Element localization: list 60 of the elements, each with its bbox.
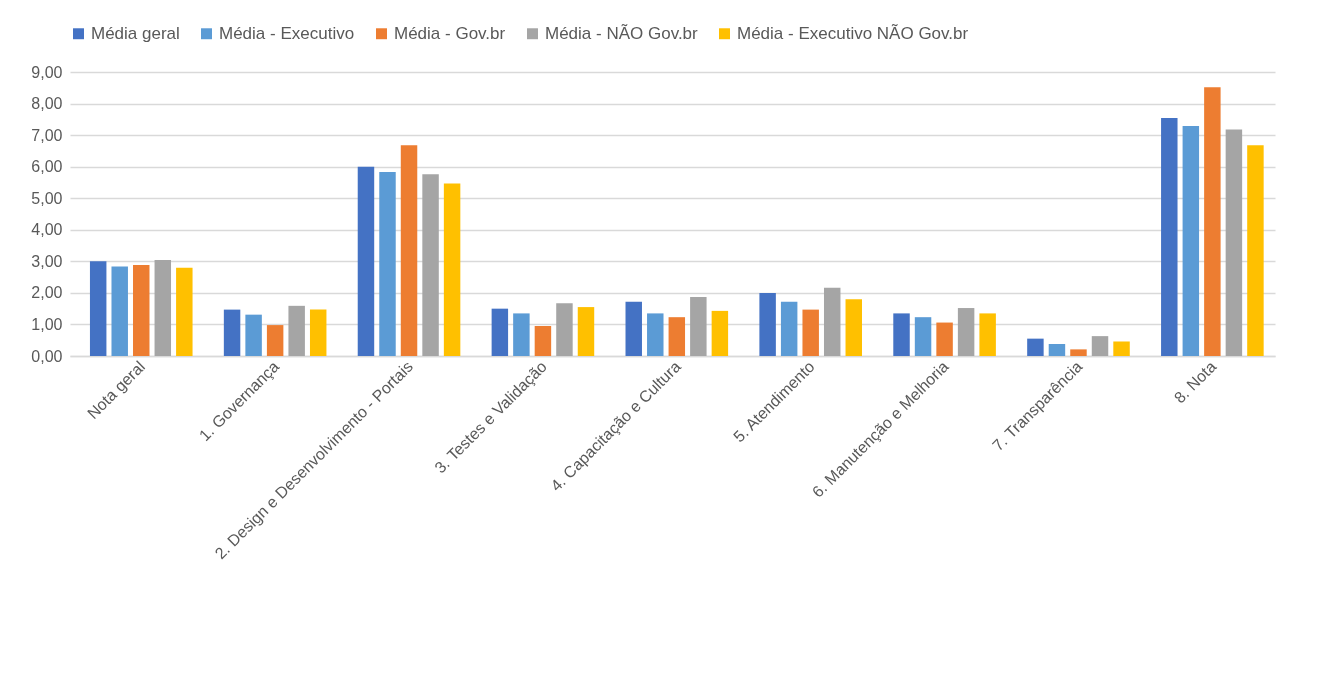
y-tick-label: 6,00 — [31, 158, 63, 176]
bar — [625, 301, 642, 356]
bar — [154, 260, 172, 356]
bar — [379, 172, 396, 356]
bar — [176, 267, 193, 356]
bar — [443, 183, 461, 356]
y-tick-label: 3,00 — [31, 252, 63, 270]
bar — [936, 322, 953, 356]
y-tick-label: 2,00 — [31, 284, 63, 302]
bar — [780, 301, 798, 356]
y-tick-label: 0,00 — [31, 347, 63, 365]
bar — [1225, 129, 1243, 356]
bar — [1070, 349, 1087, 356]
bar — [422, 174, 439, 356]
bar — [223, 309, 241, 356]
bar — [979, 313, 996, 356]
bar — [1091, 336, 1109, 356]
bar — [577, 307, 595, 356]
y-tick-label: 5,00 — [31, 189, 63, 207]
bar — [400, 145, 418, 356]
legend-label: Média - NÃO Gov.br — [545, 23, 699, 43]
bar — [845, 299, 862, 356]
bar — [1113, 341, 1130, 356]
legend-label: Média geral — [91, 23, 180, 43]
legend-label: Média - Executivo NÃO Gov.br — [737, 23, 969, 43]
legend-label: Média - Executivo — [219, 23, 355, 43]
bar — [513, 313, 530, 356]
bar — [266, 325, 284, 356]
bar — [914, 317, 932, 356]
bar — [893, 313, 910, 356]
bar — [711, 310, 729, 356]
bar — [111, 266, 128, 356]
bar — [534, 326, 552, 356]
bar — [1027, 338, 1044, 356]
bar — [759, 292, 776, 356]
bar — [491, 308, 509, 356]
bar — [823, 287, 841, 356]
y-tick-label: 9,00 — [31, 63, 63, 81]
bar — [1048, 344, 1066, 356]
bar — [133, 265, 150, 356]
y-tick-label: 4,00 — [31, 221, 63, 239]
bar — [89, 261, 107, 356]
bar — [1182, 125, 1200, 356]
bar — [647, 313, 664, 356]
bar — [357, 166, 375, 356]
y-tick-label: 1,00 — [31, 315, 63, 333]
bar — [556, 303, 573, 356]
legend-label: Média - Gov.br — [394, 23, 506, 43]
y-tick-label: 8,00 — [31, 95, 63, 113]
bar — [957, 308, 975, 356]
bar — [802, 309, 819, 356]
bar — [1204, 87, 1221, 356]
y-tick-label: 7,00 — [31, 126, 63, 144]
bar — [1161, 118, 1178, 356]
bar — [690, 296, 707, 356]
bar — [245, 314, 262, 356]
bar — [668, 317, 686, 356]
bar — [288, 305, 305, 356]
bar — [1247, 145, 1264, 356]
bar — [309, 309, 327, 356]
